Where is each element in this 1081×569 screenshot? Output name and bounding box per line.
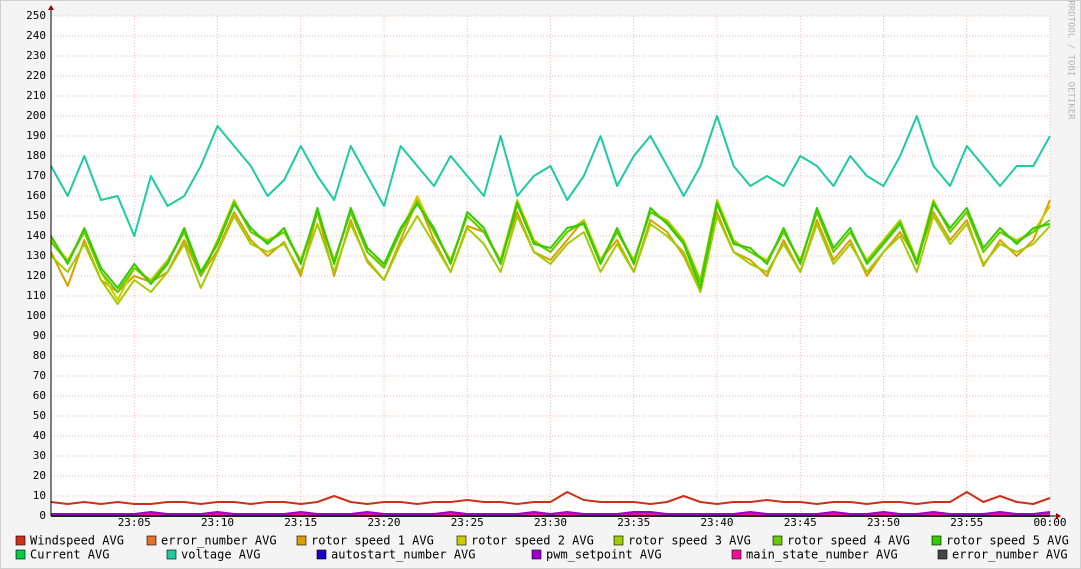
- y-tick-label: 220: [26, 69, 46, 82]
- y-tick-label: 230: [26, 49, 46, 62]
- y-tick-label: 120: [26, 269, 46, 282]
- series-line: [50, 491, 1051, 505]
- legend-swatch: [456, 535, 467, 546]
- legend-swatch: [531, 549, 542, 560]
- legend-swatch: [296, 535, 307, 546]
- legend-swatch: [931, 535, 942, 546]
- legend-label: error_number AVG: [161, 534, 277, 548]
- y-tick-label: 40: [33, 429, 46, 442]
- y-tick-label: 180: [26, 149, 46, 162]
- legend-label: rotor speed 1 AVG: [311, 534, 434, 548]
- legend-label: Windspeed AVG: [30, 534, 124, 548]
- legend-label: rotor speed 3 AVG: [628, 534, 751, 548]
- x-tick-label: 23:30: [534, 516, 567, 529]
- y-tick-label: 210: [26, 89, 46, 102]
- legend-label: rotor speed 2 AVG: [471, 534, 594, 548]
- legend-swatch: [146, 535, 157, 546]
- x-arrow: [1056, 513, 1061, 519]
- x-tick-label: 23:55: [950, 516, 983, 529]
- x-tick-label: 23:05: [118, 516, 151, 529]
- legend: Windspeed AVG error_number AVG rotor speed…: [15, 534, 1069, 562]
- legend-swatch: [613, 535, 624, 546]
- y-tick-label: 250: [26, 9, 46, 22]
- x-tick-label: 00:00: [1033, 516, 1066, 529]
- legend-swatch: [15, 549, 26, 560]
- y-tick-label: 60: [33, 389, 46, 402]
- x-tick-label: 23:15: [284, 516, 317, 529]
- legend-label: rotor speed 5 AVG: [946, 534, 1069, 548]
- y-tick-label: 20: [33, 469, 46, 482]
- y-tick-label: 100: [26, 309, 46, 322]
- legend-swatch: [15, 535, 26, 546]
- series-line: [50, 203, 1051, 289]
- y-tick-label: 130: [26, 249, 46, 262]
- legend-swatch: [731, 549, 742, 560]
- y-tick-label: 70: [33, 369, 46, 382]
- legend-label: Current AVG: [30, 548, 109, 562]
- y-tick-label: 10: [33, 489, 46, 502]
- legend-label: main_state_number AVG: [746, 548, 898, 562]
- legend-label: rotor speed 4 AVG: [787, 534, 910, 548]
- legend-label: error_number AVG: [952, 548, 1068, 562]
- legend-label: pwm_setpoint AVG: [546, 548, 662, 562]
- legend-label: voltage AVG: [181, 548, 260, 562]
- y-tick-label: 0: [39, 509, 46, 522]
- y-tick-label: 30: [33, 449, 46, 462]
- x-tick-label: 23:40: [700, 516, 733, 529]
- legend-label: autostart_number AVG: [331, 548, 476, 562]
- legend-swatch: [166, 549, 177, 560]
- x-tick-label: 23:20: [367, 516, 400, 529]
- y-tick-label: 160: [26, 189, 46, 202]
- y-arrow: [48, 5, 54, 10]
- y-tick-label: 240: [26, 29, 46, 42]
- y-tick-label: 50: [33, 409, 46, 422]
- y-tick-label: 170: [26, 169, 46, 182]
- x-tick-label: 23:10: [201, 516, 234, 529]
- y-tick-label: 80: [33, 349, 46, 362]
- y-tick-label: 190: [26, 129, 46, 142]
- x-tick-label: 23:45: [784, 516, 817, 529]
- x-tick-label: 23:35: [617, 516, 650, 529]
- legend-swatch: [937, 549, 948, 560]
- legend-swatch: [772, 535, 783, 546]
- series-line: [51, 511, 1051, 515]
- y-tick-label: 140: [26, 229, 46, 242]
- y-tick-label: 90: [33, 329, 46, 342]
- watermark: RRDTOOL / TOBI OETIKER: [1066, 0, 1076, 120]
- series-line: [50, 115, 1051, 237]
- x-tick-label: 23:50: [867, 516, 900, 529]
- y-tick-label: 150: [26, 209, 46, 222]
- y-tick-label: 110: [26, 289, 46, 302]
- series-line: [50, 215, 1051, 305]
- legend-swatch: [316, 549, 327, 560]
- y-tick-label: 200: [26, 109, 46, 122]
- x-tick-label: 23:25: [451, 516, 484, 529]
